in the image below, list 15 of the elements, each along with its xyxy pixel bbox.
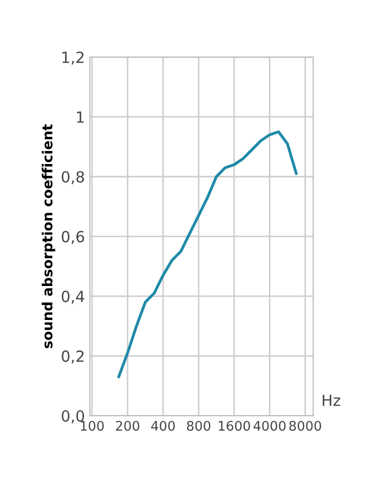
x-tick-label: 200 (116, 420, 140, 431)
x-axis-title: Hz (322, 394, 340, 406)
x-tick-label: 800 (186, 420, 210, 431)
y-axis-title: sound absorption coefficient (42, 124, 56, 348)
y-tick-label: 1 (77, 112, 84, 123)
y-tick-label: 0,8 (62, 171, 84, 184)
x-tick-label: 4000 (254, 420, 286, 431)
y-tick-label: 0,2 (62, 350, 84, 364)
x-tick-label: 1600 (218, 420, 250, 431)
x-tick-label: 400 (151, 420, 175, 431)
y-tick-label: 0,4 (62, 290, 84, 304)
y-tick-label: 1,2 (62, 52, 84, 65)
y-tick-label: 0,6 (62, 230, 84, 244)
line-series (117, 130, 298, 378)
x-tick-label: 8000 (289, 420, 322, 431)
